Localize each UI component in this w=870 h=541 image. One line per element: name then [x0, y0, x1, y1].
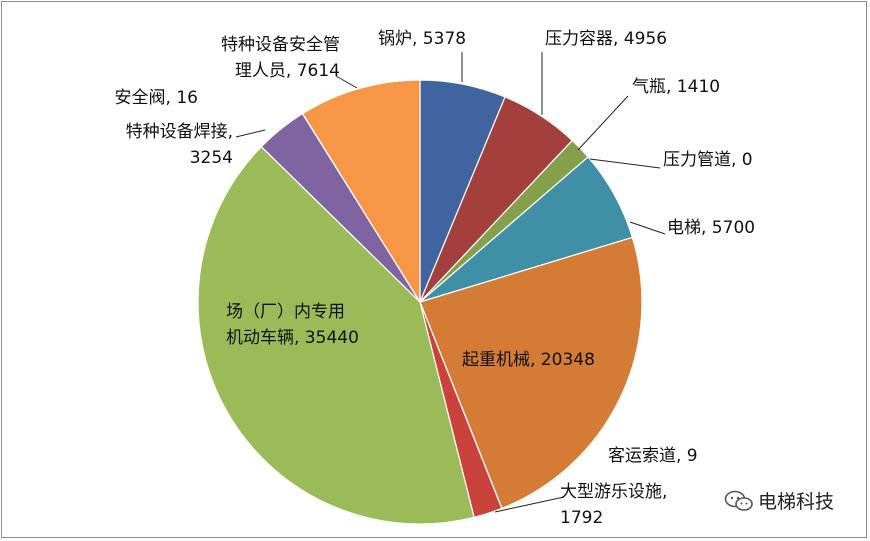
data-label-line: 1792 [560, 508, 603, 528]
wechat-icon [724, 490, 753, 511]
data-label-line: 压力容器, 4956 [545, 29, 667, 49]
data-label-line: 客运索道, 9 [608, 446, 698, 466]
leader-line [494, 496, 565, 513]
data-label-line: 特种设备安全管 [221, 35, 340, 55]
data-label-line: 理人员, 7614 [235, 61, 340, 81]
leader-line [235, 129, 266, 138]
data-label-line: 安全阀, 16 [115, 88, 198, 108]
data-label: 气瓶, 1410 [632, 77, 720, 97]
data-label: 锅炉, 5378 [378, 29, 466, 49]
data-label: 客运索道, 9 [608, 446, 698, 466]
data-label-line: 场（厂）内专用 [226, 302, 345, 322]
leader-line [589, 158, 661, 169]
leader-line [335, 75, 358, 89]
data-label: 起重机械, 20348 [462, 350, 595, 370]
data-label: 安全阀, 16 [115, 88, 198, 108]
pie-slice [197, 145, 475, 525]
data-label-line: 机动车辆, 35440 [226, 328, 359, 348]
data-label: 大型游乐设施, 1792 [560, 482, 667, 528]
data-label: 电梯, 5700 [667, 218, 755, 238]
data-label: 特种设备安全管理人员, 7614 [221, 35, 340, 81]
leader-line [577, 95, 629, 151]
data-label-line: 特种设备焊接, [126, 122, 233, 142]
data-label: 压力管道, 0 [663, 150, 753, 170]
data-label-line: 气瓶, 1410 [632, 77, 720, 97]
data-label-line: 3254 [190, 148, 233, 168]
data-label: 场（厂）内专用机动车辆, 35440 [226, 302, 359, 348]
data-label-line: 大型游乐设施, [560, 482, 667, 502]
watermark-text: 电梯科技 [758, 491, 835, 513]
data-label: 压力容器, 4956 [545, 29, 667, 49]
data-label: 特种设备焊接, 3254 [126, 122, 233, 168]
leader-line [629, 221, 666, 235]
watermark: 电梯科技 [724, 487, 834, 514]
data-label-line: 电梯, 5700 [667, 218, 755, 238]
data-label-line: 起重机械, 20348 [462, 350, 595, 370]
pie-slice [301, 79, 421, 305]
data-label-line: 压力管道, 0 [663, 150, 753, 170]
data-label-line: 锅炉, 5378 [378, 29, 466, 49]
